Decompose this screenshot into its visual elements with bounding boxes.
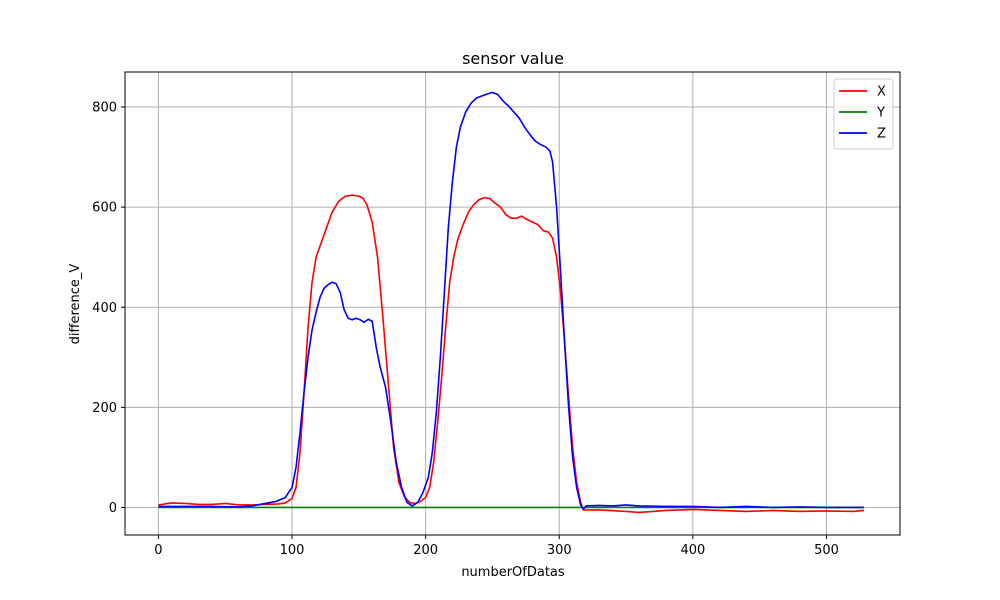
legend-label-x: X — [877, 85, 886, 100]
y-tick-label: 400 — [92, 301, 117, 316]
legend-box — [833, 78, 894, 150]
y-tick-label: 800 — [92, 101, 117, 116]
x-tick-label: 0 — [154, 543, 162, 558]
legend-label-y: Y — [876, 106, 885, 121]
chart-title: sensor value — [462, 49, 564, 68]
y-axis-label: difference_V — [68, 264, 83, 345]
x-tick-label: 200 — [413, 543, 438, 558]
x-axis-label: numberOfDatas — [461, 565, 565, 580]
y-tick-label: 600 — [92, 201, 117, 216]
legend-label-z: Z — [877, 127, 886, 142]
x-tick-label: 100 — [280, 543, 305, 558]
x-tick-label: 400 — [680, 543, 705, 558]
plot-area-frame — [124, 71, 901, 536]
series-line-z — [158, 91, 864, 510]
series-lines — [158, 91, 864, 514]
y-tick-label: 200 — [92, 401, 117, 416]
y-tick-label: 0 — [109, 501, 117, 516]
x-tick-label: 500 — [814, 543, 839, 558]
x-tick-label: 300 — [547, 543, 572, 558]
axis-ticks: 0 100 200 300 400 500 0 200 400 600 800 — [92, 101, 839, 558]
legend: XYZ — [833, 78, 894, 150]
